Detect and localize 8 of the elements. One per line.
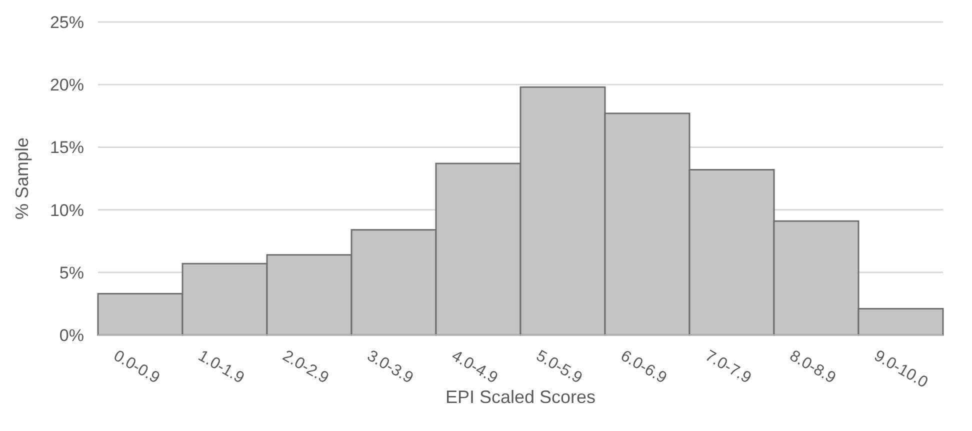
y-tick-label: 25% bbox=[50, 12, 84, 32]
y-tick-label: 0% bbox=[59, 326, 84, 345]
y-tick-label: 10% bbox=[50, 200, 84, 220]
x-axis-title: EPI Scaled Scores bbox=[445, 387, 596, 407]
y-tick-label: 15% bbox=[50, 138, 84, 158]
y-tick-label: 20% bbox=[50, 76, 84, 95]
y-axis-title: % Sample bbox=[12, 137, 32, 220]
y-tick-label: 5% bbox=[59, 263, 84, 282]
